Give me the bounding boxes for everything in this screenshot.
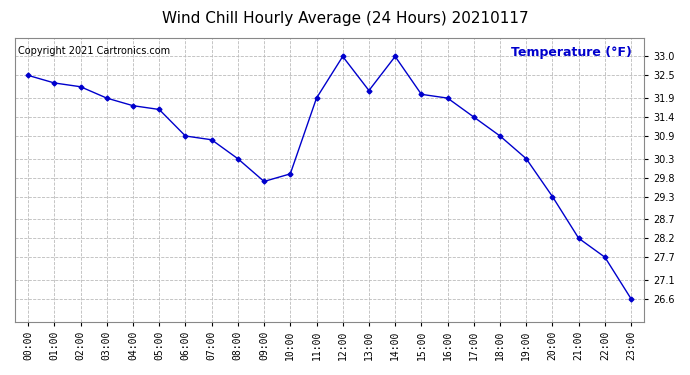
Text: Copyright 2021 Cartronics.com: Copyright 2021 Cartronics.com bbox=[18, 46, 170, 56]
Text: Temperature (°F): Temperature (°F) bbox=[511, 46, 631, 59]
Text: Wind Chill Hourly Average (24 Hours) 20210117: Wind Chill Hourly Average (24 Hours) 202… bbox=[161, 11, 529, 26]
